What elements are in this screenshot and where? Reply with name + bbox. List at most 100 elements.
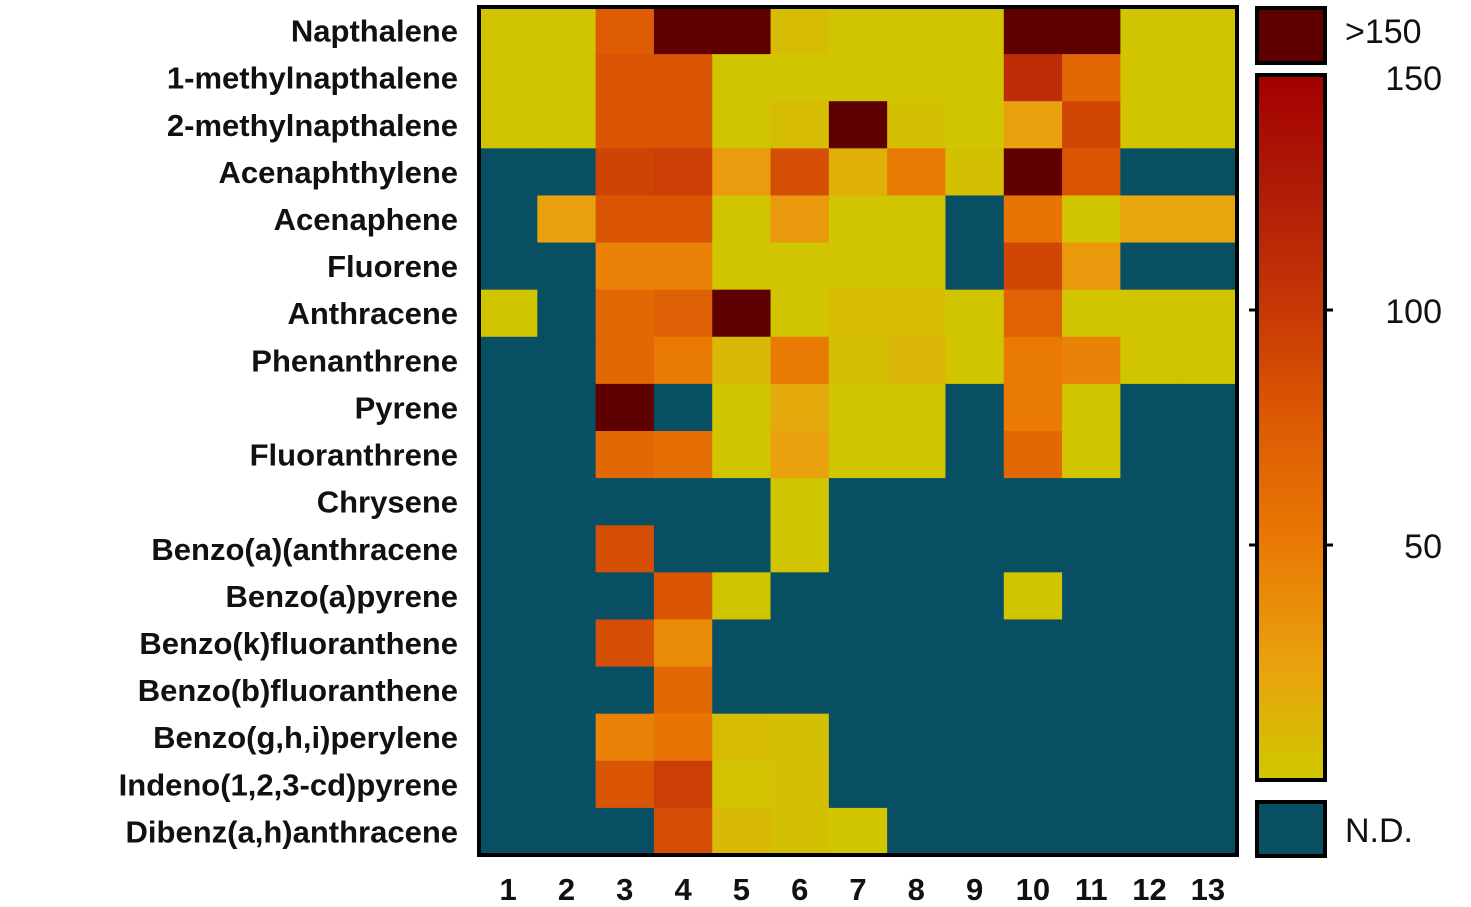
heatmap-cell <box>653 195 713 244</box>
heatmap-cell <box>479 478 538 526</box>
heatmap-cell <box>828 383 888 432</box>
colorbar-legend: >150 50 100 150 N.D. <box>1249 6 1442 858</box>
heatmap-cell <box>1062 383 1121 432</box>
row-label: Acenaphene <box>274 202 458 237</box>
heatmap-cell <box>770 148 830 197</box>
legend-over-swatch <box>1255 6 1327 65</box>
heatmap-cell <box>712 760 772 809</box>
row-label: Anthracene <box>287 296 458 331</box>
row-label: Benzo(a)pyrene <box>225 579 458 614</box>
heatmap-cell <box>712 619 772 668</box>
heatmap-cell <box>712 148 772 197</box>
heatmap-cell <box>770 572 830 621</box>
heatmap-cell <box>1120 289 1180 338</box>
heatmap-cell <box>828 713 888 762</box>
row-label: Dibenz(a,h)anthracene <box>126 814 458 849</box>
heatmap-cell <box>479 525 538 573</box>
row-label: Napthalene <box>291 14 458 49</box>
heatmap-cell <box>712 383 772 432</box>
heatmap-cell <box>1003 336 1063 385</box>
heatmap-cell <box>712 525 772 573</box>
heatmap-cell <box>653 54 713 102</box>
heatmap-cell <box>479 289 538 338</box>
heatmap-cell <box>1062 336 1121 385</box>
heatmap-cell <box>479 242 538 291</box>
heatmap-cell <box>1120 148 1180 197</box>
colorbar-ticks: 50 100 150 <box>1249 60 1442 566</box>
heatmap-cell <box>653 619 713 668</box>
heatmap-cell <box>1003 148 1063 197</box>
heatmap-cell <box>945 148 1005 197</box>
heatmap-cell <box>537 242 597 291</box>
heatmap-cell <box>1062 572 1121 621</box>
heatmap-cell <box>1120 336 1180 385</box>
column-label: 9 <box>966 872 983 907</box>
heatmap-cell <box>1120 242 1180 291</box>
heatmap-cell <box>595 619 655 668</box>
heatmap-cell <box>828 619 888 668</box>
heatmap-cell <box>1178 54 1238 102</box>
plot-border <box>477 5 1239 857</box>
heatmap-cell <box>1178 289 1238 338</box>
heatmap-cell <box>1178 572 1238 621</box>
heatmap-cell <box>479 195 538 244</box>
heatmap-cell <box>1120 525 1180 573</box>
heatmap-cell <box>595 713 655 762</box>
heatmap-cell <box>1003 289 1063 338</box>
heatmap-cell <box>1003 431 1063 479</box>
heatmap-cell <box>887 666 947 715</box>
heatmap-cell <box>945 760 1005 809</box>
heatmap-cell <box>945 572 1005 621</box>
heatmap-cell <box>945 666 1005 715</box>
heatmap-cell <box>653 289 713 338</box>
heatmap-cell <box>1178 807 1238 856</box>
heatmap-cell <box>537 713 597 762</box>
colorbar-gradient <box>1255 73 1327 782</box>
heatmap-cell <box>653 760 713 809</box>
heatmap-cell <box>828 289 888 338</box>
heatmap-cell <box>479 619 538 668</box>
heatmap-cell <box>712 289 772 338</box>
heatmap-cell <box>1120 195 1180 244</box>
heatmap-cell <box>1178 148 1238 197</box>
heatmap-cell <box>1178 7 1238 55</box>
colorbar-tick-label: 50 <box>1404 528 1442 566</box>
heatmap-cell <box>479 383 538 432</box>
heatmap-cell <box>537 7 597 55</box>
heatmap-cell <box>828 760 888 809</box>
heatmap-cell <box>1003 619 1063 668</box>
heatmap-cell <box>828 666 888 715</box>
column-label: 8 <box>908 872 925 907</box>
row-label: Benzo(g,h,i)perylene <box>153 720 458 755</box>
heatmap-cell <box>537 383 597 432</box>
heatmap-cell <box>595 148 655 197</box>
heatmap-cell <box>537 807 597 856</box>
column-labels: 1 2 3 4 5 6 7 8 9 10 11 12 13 <box>500 872 1226 907</box>
heatmap-cell <box>595 760 655 809</box>
heatmap-cell <box>1178 101 1238 149</box>
heatmap-cell <box>770 195 830 244</box>
heatmap-cell <box>595 195 655 244</box>
column-label: 10 <box>1016 872 1050 907</box>
row-label: Fluorene <box>327 249 458 284</box>
heatmap-cell <box>1003 7 1063 55</box>
row-label: Fluoranthrene <box>250 438 458 473</box>
heatmap-cell <box>828 572 888 621</box>
heatmap-cell <box>712 336 772 385</box>
heatmap-cell <box>770 666 830 715</box>
heatmap-cell <box>1120 7 1180 55</box>
heatmap-cell <box>945 242 1005 291</box>
heatmap-cell <box>595 807 655 856</box>
heatmap-cell <box>595 572 655 621</box>
row-label: Phenanthrene <box>251 343 458 378</box>
heatmap-cell <box>1178 383 1238 432</box>
heatmap-cell <box>887 7 947 55</box>
heatmap-cell <box>1120 54 1180 102</box>
heatmap-cell <box>770 383 830 432</box>
heatmap-cell <box>1062 7 1121 55</box>
heatmap-cell <box>1178 713 1238 762</box>
heatmap-cell <box>1062 242 1121 291</box>
heatmap-cell <box>1120 431 1180 479</box>
heatmap-cell <box>1120 713 1180 762</box>
heatmap-cell <box>595 431 655 479</box>
